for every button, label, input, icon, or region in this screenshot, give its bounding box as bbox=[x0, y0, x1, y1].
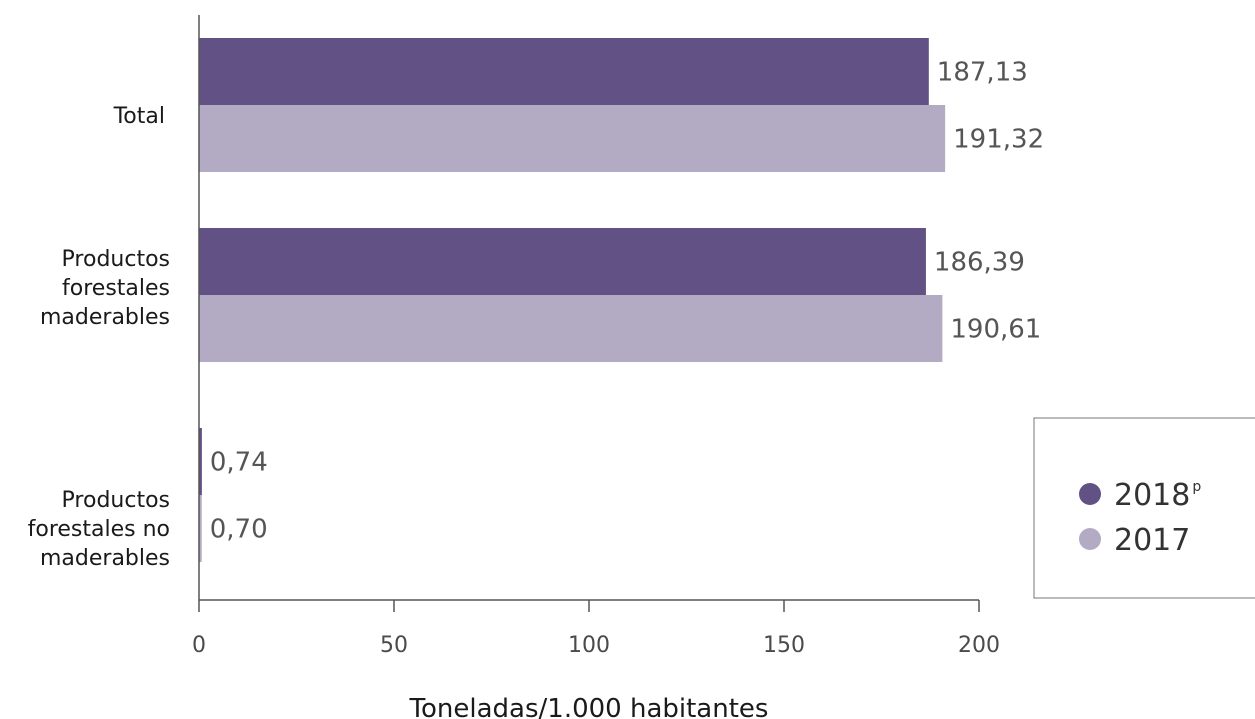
x-axis-label: Toneladas/1.000 habitantes bbox=[409, 694, 769, 719]
legend: 2018 p 2017 bbox=[1033, 417, 1255, 599]
legend-swatch-2018 bbox=[1079, 483, 1101, 505]
value-labels-group: 187,13 191,32 186,39 190,61 0,74 0,70 bbox=[210, 58, 1044, 545]
category-label-0: Total bbox=[113, 104, 165, 129]
legend-swatch-2017 bbox=[1079, 528, 1101, 550]
value-label-2018-1: 186,39 bbox=[934, 248, 1025, 278]
bar-2018-2 bbox=[199, 428, 202, 495]
category-labels-group: Total Productos forestales maderables Produc… bbox=[28, 104, 170, 571]
legend-label-2017: 2017 bbox=[1114, 523, 1190, 558]
value-label-2017-0: 191,32 bbox=[953, 125, 1044, 155]
bar-2017-1 bbox=[199, 295, 943, 362]
x-tick-label-100: 100 bbox=[568, 633, 610, 658]
bar-2018-1 bbox=[199, 228, 926, 295]
x-tick-label-150: 150 bbox=[763, 633, 805, 658]
x-tick-label-200: 200 bbox=[958, 633, 1000, 658]
legend-box bbox=[1033, 417, 1255, 599]
bar-2018-0 bbox=[199, 38, 929, 105]
x-tick-label-50: 50 bbox=[380, 633, 408, 658]
bars-group bbox=[199, 38, 946, 562]
category-label-1: Productos forestales maderables bbox=[40, 247, 170, 330]
bar-2017-2 bbox=[199, 495, 202, 562]
value-label-2018-2: 0,74 bbox=[210, 448, 268, 478]
x-tick-label-0: 0 bbox=[192, 633, 206, 658]
value-label-2018-0: 187,13 bbox=[937, 58, 1028, 88]
legend-label-2018: 2018 p bbox=[1114, 478, 1201, 513]
bar-2017-0 bbox=[199, 105, 946, 172]
value-label-2017-1: 190,61 bbox=[950, 315, 1041, 345]
axes-group: 0 50 100 150 200 bbox=[192, 15, 1000, 658]
value-label-2017-2: 0,70 bbox=[210, 515, 268, 545]
category-label-2: Productos forestales no maderables bbox=[28, 488, 170, 571]
